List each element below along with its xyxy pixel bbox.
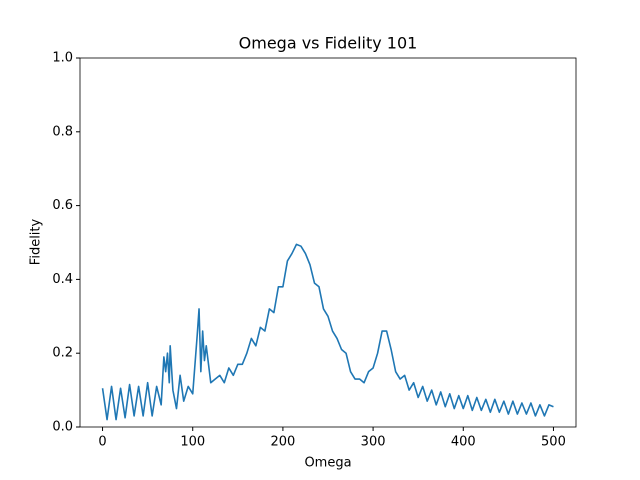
y-tick-label: 0.4 [52,272,73,287]
x-tick-label: 0 [98,435,106,450]
y-axis-label: Fidelity [29,218,44,265]
y-tick-label: 0.6 [52,198,73,213]
x-tick-label: 300 [361,435,386,450]
x-tick-label: 500 [541,435,566,450]
data-line [101,243,554,421]
plot-frame [79,57,577,428]
chart-title: Omega vs Fidelity 101 [239,34,418,53]
y-tick-label: 0.2 [52,346,73,361]
x-tick-label: 200 [270,435,295,450]
x-axis-label: Omega [304,456,351,471]
y-tick-label: 1.0 [52,51,73,66]
y-tick-label: 0.8 [52,124,73,139]
x-tick-label: 400 [451,435,476,450]
y-tick-label: 0.0 [52,420,73,435]
x-tick-label: 100 [180,435,205,450]
